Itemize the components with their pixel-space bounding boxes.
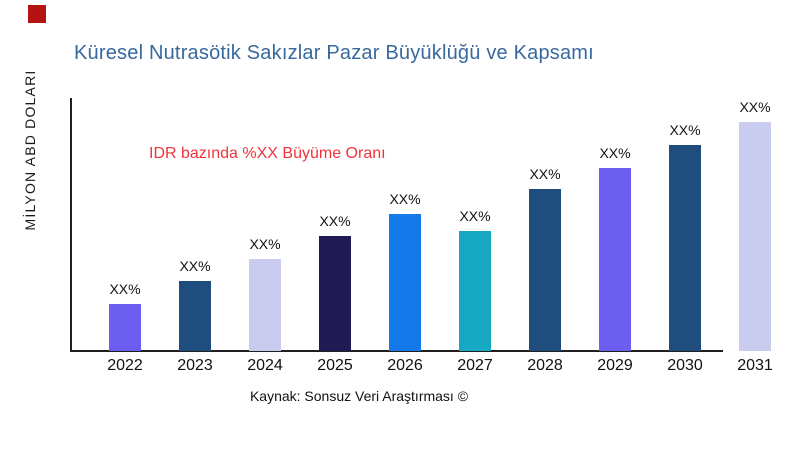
x-tick-2026: 2026 xyxy=(387,357,423,374)
bar-value-label-2022: XX% xyxy=(109,281,141,297)
brand-square-logo xyxy=(28,5,46,23)
x-axis-line xyxy=(70,350,723,352)
source-attribution: Kaynak: Sonsuz Veri Araştırması © xyxy=(249,388,469,404)
bar-2024 xyxy=(249,259,281,351)
bar-value-label-2027: XX% xyxy=(459,208,491,224)
x-tick-2028: 2028 xyxy=(527,357,563,374)
x-tick-2030: 2030 xyxy=(667,357,703,374)
bar-2023 xyxy=(179,281,211,351)
bar-2029 xyxy=(599,168,631,351)
bar-2027 xyxy=(459,231,491,351)
x-tick-2027: 2027 xyxy=(457,357,493,374)
bar-value-label-2026: XX% xyxy=(389,191,421,207)
bar-value-label-2028: XX% xyxy=(529,166,561,182)
y-axis-line xyxy=(70,98,72,352)
x-tick-2025: 2025 xyxy=(317,357,353,374)
bar-value-label-2029: XX% xyxy=(599,145,631,161)
bar-value-label-2031: XX% xyxy=(739,99,771,115)
x-tick-2022: 2022 xyxy=(107,357,143,374)
bar-value-label-2023: XX% xyxy=(179,258,211,274)
x-tick-2031: 2031 xyxy=(737,357,773,374)
bar-2026 xyxy=(389,214,421,351)
y-axis-label: MİLYON ABD DOLARI xyxy=(22,69,38,231)
x-tick-2023: 2023 xyxy=(177,357,213,374)
x-tick-2024: 2024 xyxy=(247,357,283,374)
bar-value-label-2030: XX% xyxy=(669,122,701,138)
chart-title: Küresel Nutrasötik Sakızlar Pazar Büyükl… xyxy=(74,42,594,64)
growth-rate-annotation: IDR bazında %XX Büyüme Oranı xyxy=(149,145,386,162)
bar-2028 xyxy=(529,189,561,351)
bar-value-label-2024: XX% xyxy=(249,236,281,252)
bar-2022 xyxy=(109,304,141,351)
bar-2025 xyxy=(319,236,351,351)
bar-2031 xyxy=(739,122,771,351)
bar-value-label-2025: XX% xyxy=(319,213,351,229)
bar-2030 xyxy=(669,145,701,351)
x-tick-2029: 2029 xyxy=(597,357,633,374)
